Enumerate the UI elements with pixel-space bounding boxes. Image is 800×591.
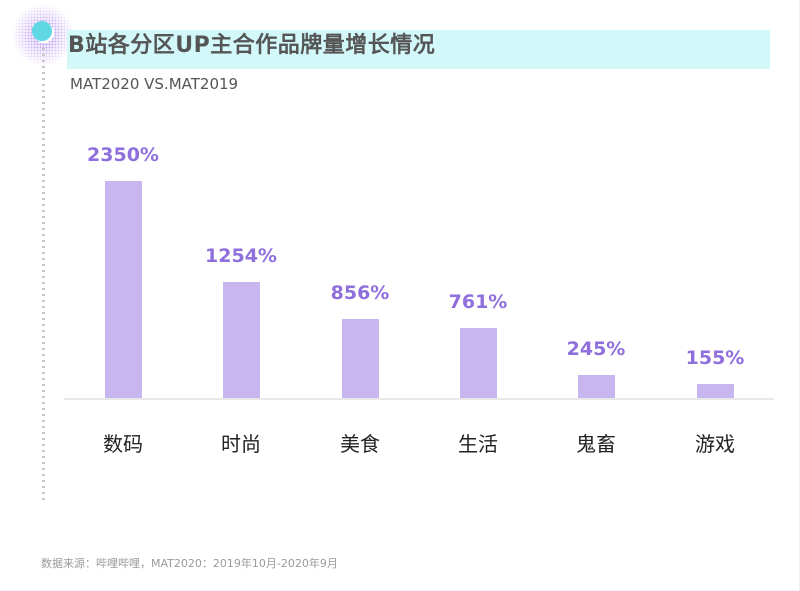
bullet-circle-icon [32,21,52,41]
title-band [67,30,770,69]
category-label: 鬼畜 [576,432,616,456]
data-source-note: 数据来源：哔哩哔哩，MAT2020：2019年10月-2020年9月 [41,557,338,570]
bar [460,328,497,398]
bar-value-label: 245% [566,338,626,360]
bar-value-label: 856% [330,282,390,304]
dotted-vertical-line [42,48,45,504]
bar-value-label: 761% [448,291,508,313]
category-label: 时尚 [221,432,261,456]
bar [697,384,734,398]
bar [105,181,142,398]
bar [342,319,379,398]
bar [223,282,260,398]
chart-subtitle: MAT2020 VS.MAT2019 [70,75,239,93]
bar-value-label: 155% [685,347,745,369]
chart-title: B站各分区UP主合作品牌量增长情况 [68,33,436,58]
bar-value-label: 1254% [205,245,277,267]
bar [578,375,615,398]
category-label: 游戏 [695,432,735,456]
bar-value-label: 2350% [87,144,159,166]
category-label: 生活 [458,432,498,456]
category-label: 数码 [103,432,143,456]
x-axis-line [64,398,774,400]
category-label: 美食 [340,432,380,456]
